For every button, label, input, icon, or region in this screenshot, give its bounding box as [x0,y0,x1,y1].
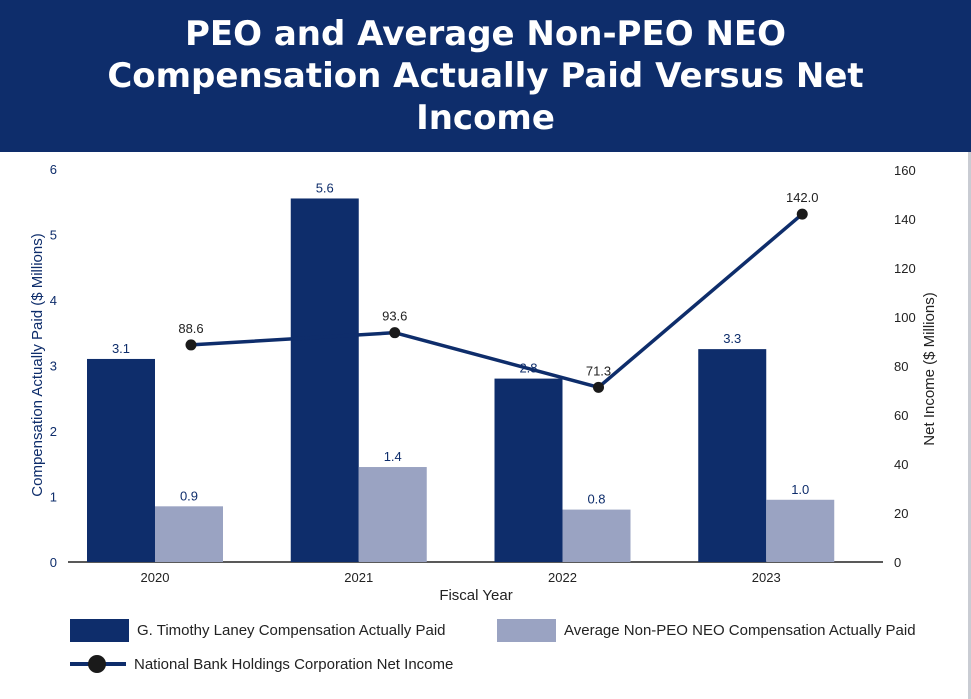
legend-item-peo: G. Timothy Laney Compensation Actually P… [70,619,446,642]
x-tick-label: 2022 [548,570,577,585]
bar-neo [358,467,427,562]
x-tick-label: 2021 [344,570,373,585]
y-right-tick-label: 100 [894,310,916,325]
bar-peo [698,349,767,562]
bar-neo-label: 1.4 [384,449,402,464]
bar-neo [766,499,835,562]
y-left-tick-label: 1 [50,490,57,505]
y-right-tick-label: 80 [894,359,908,374]
net-income-label: 142.0 [786,190,819,205]
title-banner: PEO and Average Non-PEO NEO Compensation… [0,0,971,152]
y-left-tick-label: 3 [50,359,57,374]
y-right-tick-label: 0 [894,555,901,570]
bar-neo-label: 0.9 [180,488,198,503]
net-income-label: 71.3 [586,363,611,378]
legend-label-peo: G. Timothy Laney Compensation Actually P… [137,622,446,639]
legend-item-neo: Average Non-PEO NEO Compensation Actuall… [497,619,916,642]
bar-peo-label: 3.3 [723,331,741,346]
y-left-tick-label: 2 [50,424,57,439]
chart-title: PEO and Average Non-PEO NEO Compensation… [107,14,864,138]
legend-marker [88,655,106,673]
y-right-axis-title: Net Income ($ Millions) [921,292,938,445]
bar-peo [290,198,359,562]
bar-neo-label: 0.8 [587,492,605,507]
y-left-axis-title: Compensation Actually Paid ($ Millions) [29,233,46,496]
bar-peo-label: 3.1 [112,341,130,356]
legend-swatch-peo [70,619,129,642]
y-left-tick-label: 5 [50,228,57,243]
y-left-tick-label: 4 [50,293,57,308]
bar-peo [494,378,563,562]
y-right-tick-label: 120 [894,261,916,276]
legend-swatch-net-income [70,654,126,674]
net-income-label: 88.6 [178,321,203,336]
x-tick-label: 2020 [141,570,170,585]
y-right-tick-label: 40 [894,457,908,472]
net-income-marker [796,208,808,220]
bar-neo-label: 1.0 [791,482,809,497]
page-edge [968,152,971,699]
y-right-tick-label: 60 [894,408,908,423]
y-right-tick-label: 140 [894,212,916,227]
x-tick-label: 2023 [752,570,781,585]
y-right-tick-label: 160 [894,163,916,178]
bar-neo [562,509,631,562]
net-income-label: 93.6 [382,309,407,324]
legend-swatch-neo [497,619,556,642]
net-income-marker [185,339,197,351]
bar-peo-label: 5.6 [316,180,334,195]
chart-plot: 0123456020406080100120140160Compensation… [29,162,938,604]
net-income-line [190,212,804,390]
y-left-tick-label: 6 [50,162,57,177]
legend-label-neo: Average Non-PEO NEO Compensation Actuall… [564,622,916,639]
x-axis-title: Fiscal Year [439,587,512,604]
legend-label-net-income: National Bank Holdings Corporation Net I… [134,655,454,673]
y-right-tick-label: 20 [894,506,908,521]
net-income-marker [593,381,604,393]
net-income-marker [389,327,401,339]
bar-neo [155,506,223,562]
legend-item-net-income: National Bank Holdings Corporation Net I… [70,654,453,674]
bar-peo [87,358,155,562]
y-left-tick-label: 0 [50,555,57,570]
